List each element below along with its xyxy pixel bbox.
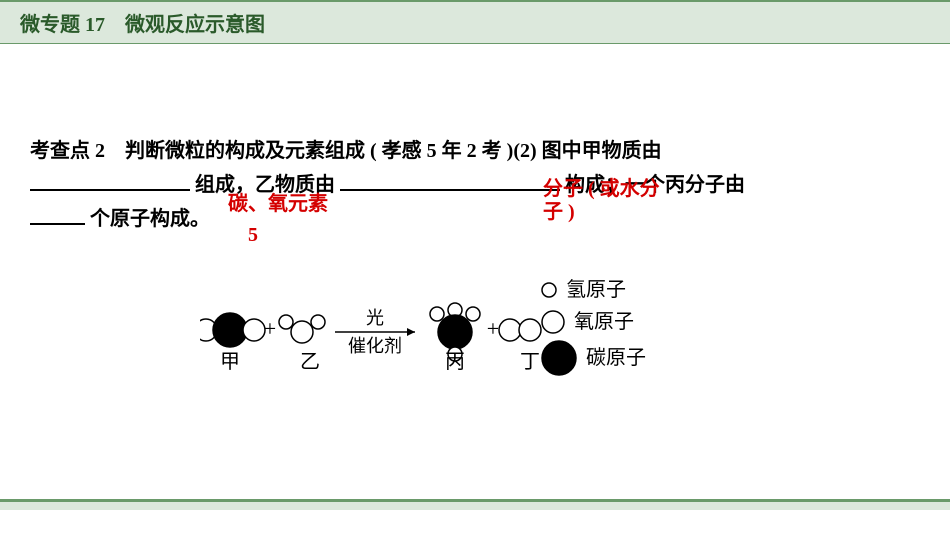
svg-text:+: + bbox=[487, 316, 499, 341]
q-part1-pre: 图中甲物质由 bbox=[542, 140, 662, 162]
exam-note: ( 孝感 5 年 2 考 ) bbox=[365, 140, 513, 162]
legend-row: 碳原子 bbox=[540, 339, 646, 377]
question-text: 考查点 2 判断微粒的构成及元素组成 ( 孝感 5 年 2 考 )(2) 图中甲… bbox=[30, 134, 920, 236]
point-label: 考查点 2 判断微粒的构成及元素组成 bbox=[30, 140, 365, 162]
legend-row: 氧原子 bbox=[540, 307, 646, 337]
legend-label: 氧原子 bbox=[574, 307, 634, 337]
header-bar: 微专题 17 微观反应示意图 bbox=[0, 0, 950, 44]
blank-1 bbox=[30, 169, 190, 191]
atom-legend: 氢原子氧原子碳原子 bbox=[540, 275, 646, 379]
footer-shade bbox=[0, 502, 950, 510]
svg-text:乙: 乙 bbox=[300, 351, 320, 373]
svg-text:甲: 甲 bbox=[220, 351, 240, 373]
legend-row: 氢原子 bbox=[540, 275, 646, 305]
answer-3: 5 bbox=[248, 224, 258, 247]
svg-text:催化剂: 催化剂 bbox=[348, 336, 402, 356]
blank-2 bbox=[340, 169, 560, 191]
legend-label: 氢原子 bbox=[566, 275, 626, 305]
question-block: 考查点 2 判断微粒的构成及元素组成 ( 孝感 5 年 2 考 )(2) 图中甲… bbox=[0, 44, 950, 236]
svg-text:+: + bbox=[264, 316, 276, 341]
answer-2: 分子 ( 或水分 子 ) bbox=[543, 178, 660, 224]
svg-text:丁: 丁 bbox=[520, 351, 540, 373]
svg-text:丙: 丙 bbox=[445, 351, 465, 373]
legend-label: 碳原子 bbox=[586, 343, 646, 373]
header-title: 微专题 17 微观反应示意图 bbox=[20, 14, 265, 36]
answer-1: 碳、氧元素 bbox=[228, 187, 328, 216]
svg-text:光: 光 bbox=[366, 308, 384, 328]
q-part3-post: 个原子构成。 bbox=[85, 208, 210, 230]
blank-3 bbox=[30, 203, 85, 225]
q-number: (2) bbox=[513, 140, 541, 162]
